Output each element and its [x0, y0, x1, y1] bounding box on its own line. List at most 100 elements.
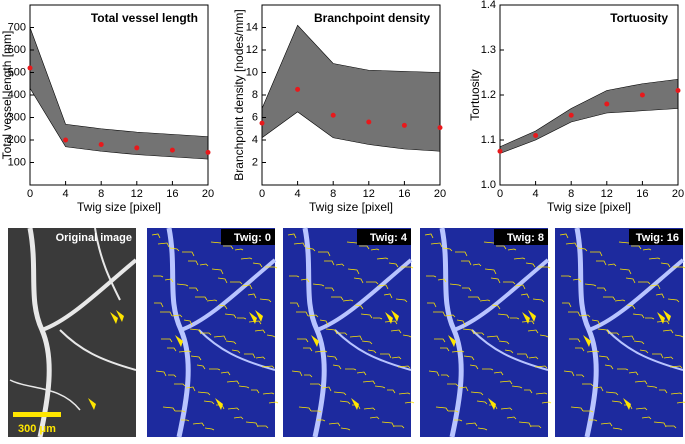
image-label: Twig: 0	[234, 232, 271, 244]
twig	[354, 304, 364, 310]
twig	[469, 364, 479, 370]
twig	[402, 334, 412, 338]
twig	[676, 401, 685, 404]
twig	[461, 260, 472, 266]
twig	[531, 425, 542, 429]
twig	[162, 406, 176, 412]
y-tick-label: 400	[8, 89, 26, 101]
y-tick-label: 14	[246, 21, 258, 33]
twig	[484, 268, 497, 275]
twig	[497, 313, 510, 319]
x-tick-label: 16	[166, 188, 178, 200]
y-tick-label: 2	[252, 156, 258, 168]
x-tick-label: 20	[202, 188, 214, 200]
spread-edge	[499, 78, 679, 148]
twig	[254, 329, 266, 334]
twig	[514, 284, 526, 290]
arrow	[488, 398, 496, 410]
label-box	[629, 229, 683, 245]
twig	[532, 298, 545, 303]
twig	[369, 416, 380, 420]
twig	[521, 320, 535, 325]
twig	[189, 328, 202, 335]
twig	[584, 283, 597, 287]
twig	[202, 332, 212, 336]
twig	[398, 392, 411, 395]
mean-point	[639, 92, 645, 98]
y-tick-label: 300	[8, 111, 26, 123]
twig	[570, 406, 584, 412]
x-tick-label: 20	[672, 188, 684, 200]
twig	[498, 340, 510, 345]
twig	[190, 355, 202, 361]
arrows	[583, 310, 671, 410]
twig	[562, 302, 572, 308]
twig	[390, 329, 402, 334]
twig	[305, 247, 316, 252]
image-label: Original image	[56, 232, 132, 244]
twig	[633, 340, 645, 345]
twig	[626, 304, 636, 310]
arrow	[215, 398, 223, 410]
processed-image	[283, 228, 411, 437]
twig	[669, 365, 683, 369]
twig	[160, 311, 173, 317]
x-tick-label: 8	[568, 188, 574, 200]
twig	[381, 421, 395, 428]
twig	[490, 277, 501, 284]
twig	[455, 251, 468, 257]
chart-title: Total vessel length	[91, 11, 198, 25]
twig	[569, 338, 581, 343]
twig	[506, 416, 517, 420]
y-tick-label: 1.3	[481, 44, 496, 56]
arrow	[623, 398, 631, 410]
twig	[507, 248, 517, 251]
twig	[366, 281, 379, 285]
twig	[383, 293, 393, 299]
twig	[225, 340, 237, 345]
scale-bar-label: 300 μm	[18, 423, 56, 435]
plot-frame	[29, 4, 209, 186]
arrow	[249, 312, 257, 324]
twig	[237, 317, 247, 320]
twig	[247, 293, 257, 299]
mean-point	[169, 147, 175, 153]
twig	[563, 370, 575, 377]
twig	[621, 335, 635, 341]
twig	[496, 245, 507, 250]
twig	[331, 296, 344, 301]
twig	[342, 299, 354, 302]
twig	[511, 385, 523, 389]
twig	[591, 319, 601, 326]
spread-edge	[29, 88, 209, 160]
y-tick-label: 600	[8, 44, 26, 56]
twig	[458, 386, 469, 392]
twig	[391, 356, 402, 360]
twig	[203, 400, 215, 405]
twig	[539, 334, 549, 338]
x-axis-label: Twig size [pixel]	[547, 200, 631, 214]
scale-bar	[13, 412, 61, 417]
twig	[297, 338, 309, 343]
twig	[462, 328, 475, 335]
mean-point	[98, 142, 104, 147]
twig	[646, 385, 658, 389]
twig	[448, 410, 459, 413]
twig	[528, 356, 539, 360]
twig	[638, 281, 651, 285]
twig	[183, 319, 193, 326]
twig	[476, 400, 488, 405]
twig	[258, 425, 269, 429]
twig	[387, 389, 396, 394]
twig	[340, 427, 351, 431]
x-tick-label: 4	[63, 188, 69, 200]
vessel	[316, 258, 413, 332]
twig	[213, 335, 227, 341]
arrow	[385, 312, 393, 324]
twig	[625, 277, 636, 284]
x-tick-label: 12	[601, 188, 613, 200]
twig	[361, 340, 373, 345]
twig	[565, 242, 578, 248]
twig	[437, 278, 447, 283]
